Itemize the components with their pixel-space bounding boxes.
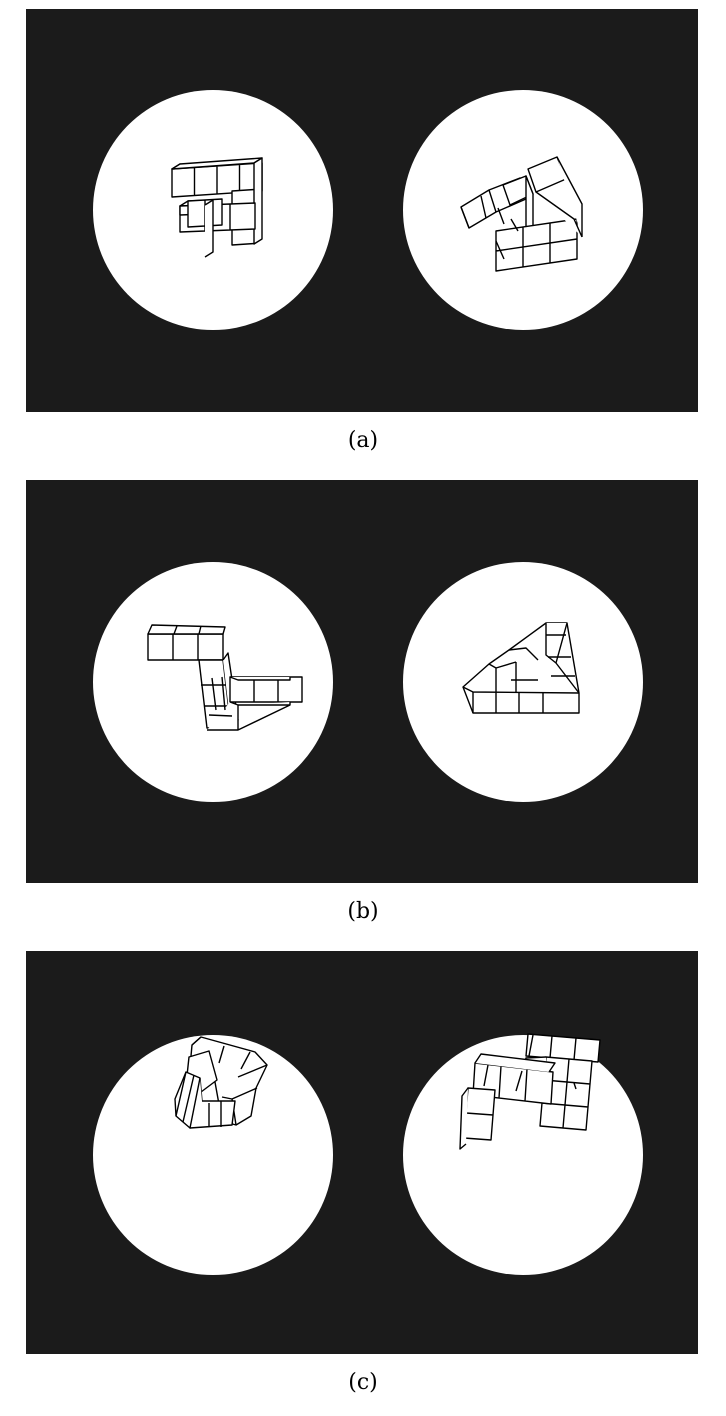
cube-outline: [229, 676, 291, 681]
stimulus-pair-a: [26, 9, 698, 412]
cube-outline: [495, 218, 578, 272]
cube-outline: [483, 1064, 577, 1092]
cube-outline: [488, 661, 517, 693]
cube-outline: [495, 207, 519, 260]
left-cube-figure-b: [147, 624, 303, 731]
cube-outline: [474, 1053, 556, 1073]
cube-outline: [528, 1034, 534, 1057]
caption-b: (b): [347, 899, 379, 924]
cube-outline: [147, 624, 226, 635]
caption-c: (c): [348, 1370, 378, 1395]
right-cube-figure-c: [459, 1033, 601, 1150]
cube-outline: [229, 676, 303, 703]
cube-outline: [189, 1036, 251, 1072]
left-cube-figure-c: [174, 1036, 268, 1129]
cube-outline: [253, 157, 263, 245]
cube-outline: [525, 1033, 601, 1063]
cube-outline: [173, 625, 202, 635]
cube-outline: [208, 1101, 222, 1127]
right-disc-a: [403, 90, 643, 330]
cube-outline: [463, 1087, 496, 1141]
cube-outline: [175, 1071, 236, 1129]
cube-outline: [204, 199, 214, 258]
cube-outline: [460, 189, 497, 229]
stimulus-pair-b: [26, 480, 698, 883]
cube-outline: [511, 634, 575, 681]
cube-outline: [508, 647, 539, 661]
stimulus-c-svg: [93, 1033, 643, 1275]
stimulus-a-svg: [93, 90, 643, 330]
cube-outline: [207, 701, 291, 731]
cube-outline: [208, 676, 233, 717]
caption-a: (a): [347, 428, 379, 453]
right-cube-figure-a: [460, 156, 583, 272]
stimulus-pair-c: [26, 951, 698, 1354]
cube-outline: [535, 156, 583, 238]
right-cube-figure-b: [462, 622, 580, 714]
stimulus-b-svg: [93, 562, 643, 802]
left-disc-c: [93, 1035, 333, 1275]
left-cube-figure-a: [171, 157, 263, 258]
cube-outline: [147, 633, 224, 661]
cube-outline: [459, 1087, 469, 1150]
cube-outline: [545, 622, 580, 694]
cube-outline: [472, 692, 544, 713]
